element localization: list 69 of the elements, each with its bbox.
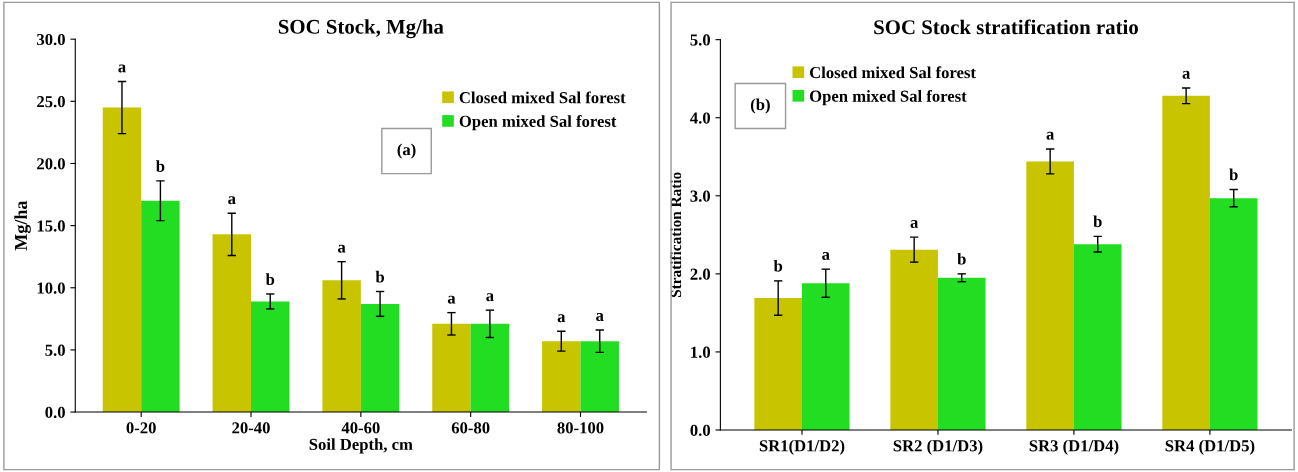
y-tick-label: 15.0 bbox=[37, 220, 65, 232]
annotation: (a) bbox=[397, 143, 416, 159]
data-label: a bbox=[822, 251, 830, 260]
bar bbox=[1209, 198, 1258, 430]
y-tick-label: 0.0 bbox=[690, 424, 711, 437]
y-tick-label: 3.0 bbox=[690, 190, 711, 202]
bar bbox=[1073, 244, 1122, 430]
y-tick-label: 2.0 bbox=[690, 268, 711, 280]
data-label: b bbox=[375, 270, 385, 283]
y-tick-label: 5.0 bbox=[45, 344, 65, 356]
y-tick-label: 5.0 bbox=[690, 34, 711, 46]
bar bbox=[141, 200, 180, 413]
y-tick-label: 20.0 bbox=[37, 158, 65, 170]
bar bbox=[322, 280, 361, 413]
data-label: b bbox=[155, 160, 165, 172]
y-tick-label: 0.0 bbox=[45, 406, 65, 419]
x-tick-label: 80-100 bbox=[557, 422, 604, 434]
y-axis-title: Stratification Ratio bbox=[670, 172, 682, 298]
x-tick-label: 40-60 bbox=[341, 422, 380, 434]
x-tick-label: 0-20 bbox=[126, 422, 156, 434]
data-label: a bbox=[596, 313, 604, 322]
x-axis-title: Soil Depth, cm bbox=[309, 438, 413, 454]
bar bbox=[102, 107, 142, 413]
bar bbox=[580, 341, 619, 413]
bar bbox=[1026, 161, 1074, 430]
data-label: b bbox=[1229, 168, 1238, 181]
x-tick-label: SR1(D1/D2) bbox=[759, 439, 845, 455]
data-label: a bbox=[118, 64, 126, 73]
data-label: b bbox=[957, 252, 966, 265]
bar bbox=[212, 234, 252, 413]
data-label: a bbox=[910, 219, 919, 228]
x-tick-label: SR3 (D1/D4) bbox=[1029, 439, 1119, 455]
data-label: a bbox=[1182, 70, 1191, 79]
data-label: a bbox=[228, 196, 236, 205]
bar bbox=[470, 323, 510, 413]
bar bbox=[754, 298, 802, 430]
y-tick-label: 10.0 bbox=[37, 282, 65, 294]
x-tick-label: SR2 (D1/D3) bbox=[893, 439, 983, 455]
y-tick-label: 1.0 bbox=[691, 346, 711, 358]
chart-title: SOC Stock stratification ratio bbox=[874, 19, 1138, 35]
y-tick-label: 4.0 bbox=[690, 112, 711, 124]
legend-label: Open mixed Sal forest bbox=[459, 115, 617, 131]
legend-label: Open mixed Sal forest bbox=[809, 89, 967, 106]
y-axis-title: Mg/ha bbox=[14, 200, 31, 251]
bar bbox=[432, 323, 471, 413]
bar bbox=[251, 301, 290, 413]
bar bbox=[890, 249, 938, 430]
y-tick-label: 25.0 bbox=[37, 96, 65, 108]
data-label: a bbox=[337, 244, 346, 253]
y-tick-label: 30.0 bbox=[37, 33, 65, 46]
bar bbox=[1162, 95, 1210, 430]
data-label: b bbox=[773, 259, 783, 272]
bar bbox=[360, 303, 400, 413]
data-label: a bbox=[447, 295, 456, 304]
x-tick-label: SR4 (D1/D5) bbox=[1165, 439, 1255, 455]
chart-title: SOC Stock, Mg/ha bbox=[278, 19, 444, 39]
bar bbox=[542, 341, 581, 413]
legend-label: Closed mixed Sal forest bbox=[459, 91, 626, 104]
bar bbox=[937, 277, 986, 430]
x-tick-label: 60-80 bbox=[451, 422, 490, 434]
data-label: b bbox=[1093, 215, 1102, 228]
data-label: a bbox=[1046, 131, 1055, 140]
data-label: a bbox=[486, 293, 494, 302]
data-label: b bbox=[265, 273, 275, 285]
bar bbox=[801, 283, 850, 430]
annotation: (b) bbox=[750, 98, 770, 114]
x-tick-label: 20-40 bbox=[232, 422, 270, 434]
legend-label: Closed mixed Sal forest bbox=[809, 66, 976, 79]
data-label: a bbox=[557, 314, 566, 323]
